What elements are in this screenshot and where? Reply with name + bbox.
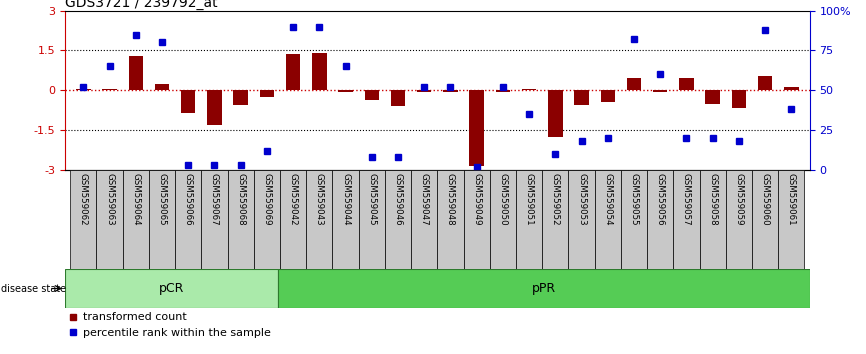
Bar: [568, 170, 595, 269]
Bar: [96, 170, 123, 269]
Text: GSM559063: GSM559063: [105, 173, 114, 225]
Bar: [339, 90, 352, 92]
Bar: [595, 170, 621, 269]
Bar: [784, 87, 798, 90]
Bar: [621, 170, 647, 269]
Bar: [653, 90, 668, 92]
Text: GSM559066: GSM559066: [184, 173, 193, 225]
Bar: [286, 53, 301, 90]
Bar: [726, 170, 752, 269]
Bar: [516, 170, 542, 269]
Bar: [228, 170, 254, 269]
Bar: [490, 170, 516, 269]
Bar: [65, 269, 278, 308]
Text: pPR: pPR: [532, 282, 556, 295]
Text: GSM559054: GSM559054: [604, 173, 612, 225]
Bar: [181, 90, 196, 113]
Bar: [175, 170, 201, 269]
Text: GSM559068: GSM559068: [236, 173, 245, 225]
Text: pCR: pCR: [158, 282, 184, 295]
Bar: [469, 90, 484, 166]
Text: GSM559043: GSM559043: [315, 173, 324, 225]
Text: GSM559065: GSM559065: [158, 173, 166, 225]
Bar: [627, 78, 641, 90]
Bar: [548, 90, 563, 137]
Text: GSM559048: GSM559048: [446, 173, 455, 225]
Bar: [278, 269, 810, 308]
Text: GSM559069: GSM559069: [262, 173, 271, 225]
Bar: [201, 170, 228, 269]
Bar: [574, 90, 589, 105]
Bar: [411, 170, 437, 269]
Bar: [307, 170, 333, 269]
Text: GSM559044: GSM559044: [341, 173, 350, 225]
Text: GSM559061: GSM559061: [787, 173, 796, 225]
Bar: [417, 90, 431, 92]
Bar: [128, 56, 143, 90]
Bar: [495, 90, 510, 92]
Bar: [254, 170, 280, 269]
Text: GSM559045: GSM559045: [367, 173, 376, 225]
Bar: [522, 89, 536, 90]
Text: GSM559052: GSM559052: [551, 173, 559, 225]
Bar: [542, 170, 568, 269]
Bar: [674, 170, 700, 269]
Bar: [70, 170, 96, 269]
Bar: [312, 52, 326, 90]
Legend: transformed count, percentile rank within the sample: transformed count, percentile rank withi…: [65, 308, 275, 342]
Text: GSM559067: GSM559067: [210, 173, 219, 225]
Bar: [647, 170, 674, 269]
Bar: [779, 170, 805, 269]
Text: GSM559047: GSM559047: [420, 173, 429, 225]
Bar: [359, 170, 385, 269]
Bar: [700, 170, 726, 269]
Text: disease state: disease state: [1, 284, 66, 293]
Bar: [234, 90, 248, 105]
Bar: [437, 170, 463, 269]
Bar: [123, 170, 149, 269]
Bar: [385, 170, 411, 269]
Bar: [752, 170, 779, 269]
Bar: [280, 170, 307, 269]
Bar: [365, 90, 379, 99]
Text: GSM559059: GSM559059: [734, 173, 743, 225]
Bar: [149, 170, 175, 269]
Bar: [758, 76, 772, 90]
Bar: [732, 90, 746, 108]
Text: GSM559056: GSM559056: [656, 173, 665, 225]
Bar: [102, 89, 117, 90]
Text: GSM559060: GSM559060: [760, 173, 770, 225]
Text: GSM559046: GSM559046: [393, 173, 403, 225]
Text: GSM559042: GSM559042: [288, 173, 298, 225]
Bar: [207, 90, 222, 125]
Bar: [333, 170, 359, 269]
Bar: [260, 90, 274, 97]
Bar: [679, 78, 694, 90]
Text: GSM559050: GSM559050: [499, 173, 507, 225]
Bar: [601, 90, 615, 102]
Text: GSM559058: GSM559058: [708, 173, 717, 225]
Text: GSM559057: GSM559057: [682, 173, 691, 225]
Text: GSM559049: GSM559049: [472, 173, 481, 225]
Bar: [443, 90, 457, 92]
Bar: [76, 89, 91, 90]
Text: GSM559053: GSM559053: [577, 173, 586, 225]
Bar: [155, 84, 169, 90]
Bar: [391, 90, 405, 106]
Text: GSM559062: GSM559062: [79, 173, 87, 225]
Text: GSM559064: GSM559064: [132, 173, 140, 225]
Text: GSM559051: GSM559051: [525, 173, 533, 225]
Text: GSM559055: GSM559055: [630, 173, 638, 225]
Text: GDS3721 / 239792_at: GDS3721 / 239792_at: [65, 0, 217, 10]
Bar: [463, 170, 490, 269]
Bar: [706, 90, 720, 103]
